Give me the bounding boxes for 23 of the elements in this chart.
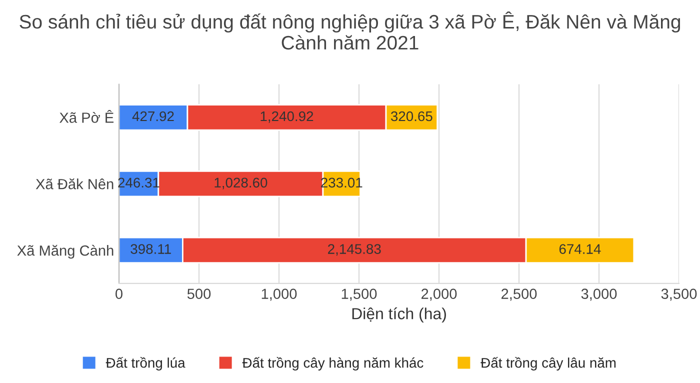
data-label: 1,028.60 [214,178,268,190]
data-label: 674.14 [559,244,601,254]
x-tick-label: 1,000 [262,288,297,301]
data-label: 2,145.83 [328,244,381,256]
x-axis-title: Diện tích (ha) [352,307,446,322]
data-label: 320.65 [390,111,432,122]
y-tick-label: Xã Đăk Nên [36,178,114,190]
data-label: 427.92 [132,111,174,122]
data-label: 398.11 [130,244,171,254]
x-tick-label: 3,500 [661,288,697,301]
x-tick-label: 1,500 [342,288,377,301]
x-tick-label: 0 [116,288,122,299]
legend-label: Đất trồng lúa [106,356,186,370]
y-tick-label: Xã Măng Cành [17,244,114,259]
chart-title: So sánh chỉ tiêu sử dụng đất nông nghiệp giữa 3 xã Pờ Ê, Đăk Nên và Măng Cành năm 2021 [20,11,680,50]
x-tick-label: 500 [187,288,211,299]
x-tick-label: 3,000 [581,288,617,301]
legend-label: Đất trồng cây lâu năm [480,356,616,370]
y-tick-label: Xã Pờ Ê [60,110,114,123]
x-tick-label: 2,000 [421,288,457,301]
legend-label: Đất trồng cây hàng năm khác [242,356,424,370]
data-label: 1,240.92 [260,111,314,123]
x-tick-label: 2,500 [501,288,537,301]
